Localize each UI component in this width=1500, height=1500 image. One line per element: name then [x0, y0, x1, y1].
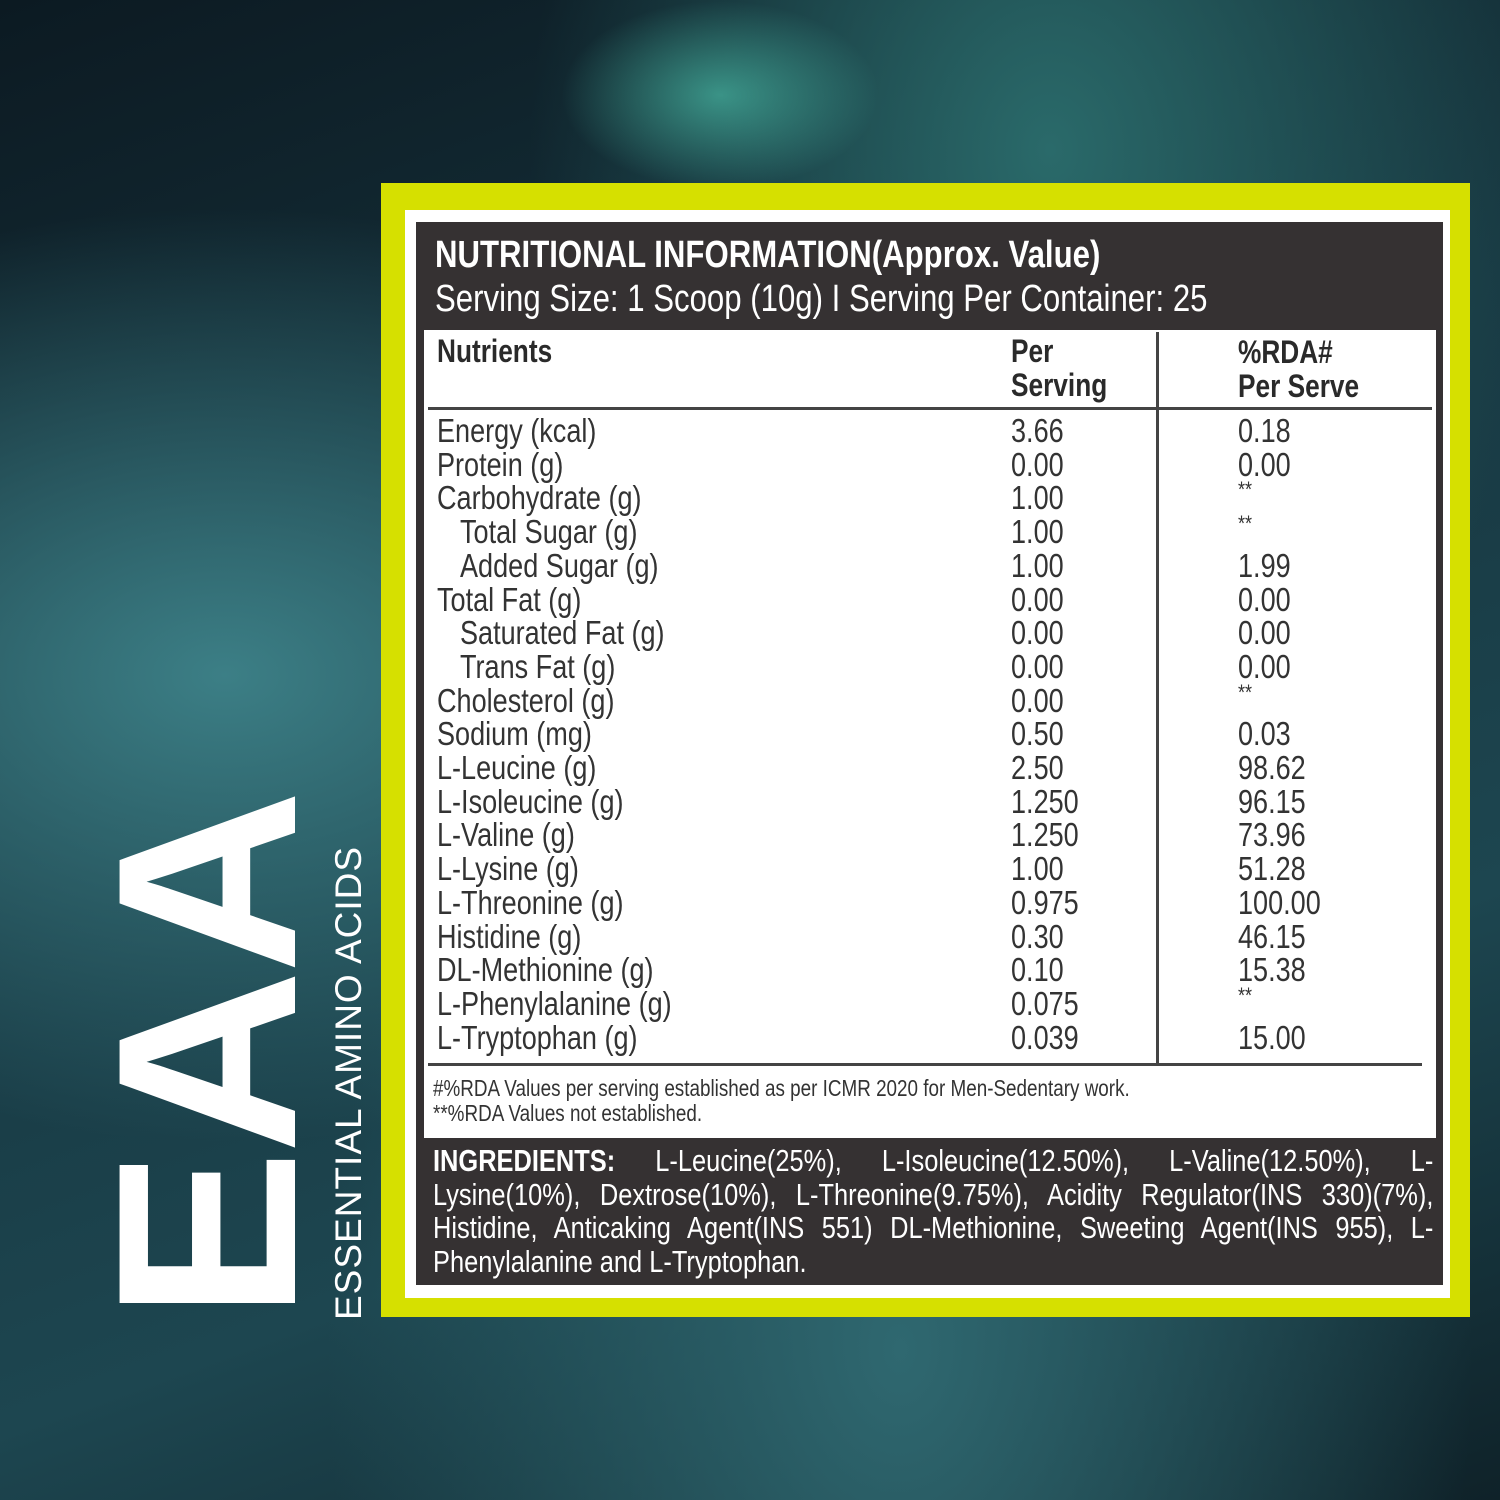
- table-row: L-Threonine (g) 0.975 100.00: [437, 883, 1321, 921]
- serving-info: Serving Size: 1 Scoop (10g) I Serving Pe…: [435, 278, 1208, 320]
- background-glow: [560, 0, 880, 190]
- table-row: Carbohydrate (g) 1.00 **: [437, 477, 1253, 517]
- table-row: L-Lysine (g) 1.00 51.28: [437, 850, 1306, 888]
- divider: [1156, 332, 1159, 1065]
- ingredients-label: INGREDIENTS:: [433, 1143, 616, 1178]
- table-row: L-Valine (g) 1.250 73.96: [437, 816, 1306, 854]
- table-row: L-Leucine (g) 2.50 98.62: [437, 749, 1306, 786]
- label-frame: NUTRITIONAL INFORMATION(Approx. Value) S…: [381, 183, 1470, 1317]
- table-row: Cholesterol (g) 0.00 **: [437, 679, 1253, 719]
- table-row: Sodium (mg) 0.50 0.03: [437, 715, 1291, 753]
- table-row: Energy (kcal) 3.66 0.18: [437, 412, 1291, 449]
- label-title: NUTRITIONAL INFORMATION(Approx. Value): [435, 234, 1101, 276]
- brand-logo: EAA: [65, 793, 350, 1320]
- table-row: Added Sugar (g) 1.00 1.99: [460, 546, 1291, 584]
- divider: [428, 1063, 1422, 1066]
- nutrition-table: Nutrients Per Serving %RDA# Per Serve Ener…: [424, 330, 1436, 1138]
- header-rda: %RDA# Per Serve: [1238, 334, 1360, 404]
- table-row: L-Phenylalanine (g) 0.075 **: [437, 982, 1253, 1022]
- table-row: Protein (g) 0.00 0.00: [437, 445, 1291, 483]
- table-row: DL-Methionine (g) 0.10 15.38: [437, 951, 1306, 989]
- header-nutrients: Nutrients: [437, 333, 553, 369]
- table-row: Saturated Fat (g) 0.00 0.00: [460, 614, 1291, 652]
- header-per-serving: Per Serving: [1011, 333, 1108, 403]
- divider: [428, 407, 1432, 410]
- ingredients: INGREDIENTS: L-Leucine(25%), L-Isoleucin…: [433, 1143, 1434, 1279]
- footnote: **%RDA Values not established.: [433, 1100, 703, 1126]
- table-row: Total Fat (g) 0.00 0.00: [437, 580, 1291, 618]
- table-row: Trans Fat (g) 0.00 0.00: [460, 647, 1291, 685]
- table-row: L-Isoleucine (g) 1.250 96.15: [437, 782, 1306, 820]
- brand-subtitle: ESSENTIAL AMINO ACIDS: [328, 845, 369, 1320]
- nutrition-panel: NUTRITIONAL INFORMATION(Approx. Value) S…: [416, 222, 1443, 1285]
- footnote: #%RDA Values per serving established as …: [433, 1075, 1130, 1101]
- table-row: Total Sugar (g) 1.00 **: [460, 511, 1253, 551]
- table-row: Histidine (g) 0.30 46.15: [437, 917, 1306, 955]
- table-row: L-Tryptophan (g) 0.039 15.00: [437, 1018, 1306, 1056]
